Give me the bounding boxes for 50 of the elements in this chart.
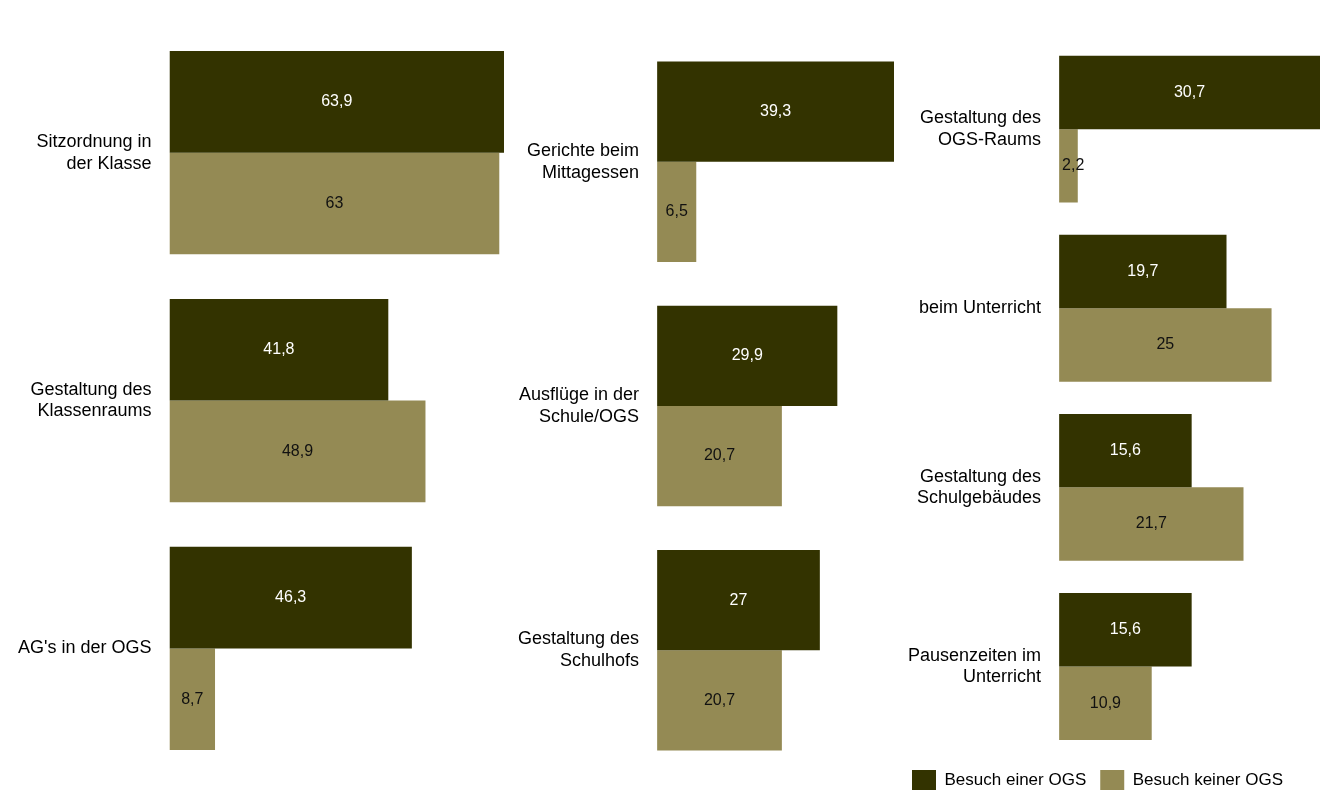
data-label: 20,7: [703, 446, 736, 464]
data-label: 48,9: [281, 441, 314, 459]
bar: [1059, 593, 1192, 667]
y-tick-label: AG's in der OGS: [18, 637, 152, 658]
data-label: 21,7: [1135, 514, 1167, 532]
y-tick-label: Gerichte beim Mittagessen: [527, 139, 640, 182]
y-tick-label: Pausenzeiten im Unterricht: [908, 644, 1042, 687]
data-label: 41,8: [263, 340, 295, 358]
bar: [169, 648, 216, 751]
data-label: 6,5: [665, 202, 688, 220]
y-tick-label: Gestaltung des Klassenraums: [30, 378, 152, 421]
bar: [1059, 413, 1192, 488]
bar: [657, 305, 838, 406]
data-label: 15,6: [1109, 620, 1142, 638]
data-label: 63: [325, 193, 344, 211]
data-label: 29,9: [731, 346, 763, 364]
y-tick-label: Gestaltung des Schulhofs: [518, 628, 640, 671]
bar: [169, 400, 426, 503]
data-label: 19,7: [1127, 261, 1159, 279]
legend-label: Besuch keiner OGS: [1132, 769, 1283, 789]
data-label: 27: [729, 590, 748, 608]
y-tick-label: Sitzordnung in der Klasse: [36, 130, 152, 173]
data-label: 20,7: [703, 690, 736, 708]
data-label: 10,9: [1089, 693, 1122, 711]
legend-label: Besuch einer OGS: [944, 769, 1087, 789]
data-label: 63,9: [321, 92, 353, 110]
bar: [1059, 55, 1320, 130]
bar: [657, 406, 782, 507]
y-tick-label: Ausflüge in der Schule/OGS: [519, 384, 640, 426]
bar: [657, 650, 782, 751]
bar: [657, 61, 894, 162]
bar: [1059, 666, 1152, 740]
bar: [657, 161, 697, 262]
bar: [1059, 487, 1244, 561]
bar: [169, 51, 504, 153]
bar: [169, 546, 412, 649]
data-label: 25: [1156, 335, 1175, 353]
data-label: 46,3: [275, 588, 307, 606]
bar: [1059, 308, 1272, 382]
data-label: 30,7: [1173, 82, 1206, 100]
data-label: 8,7: [181, 689, 204, 707]
bar: [169, 152, 500, 255]
y-tick-label: beim Unterricht: [919, 297, 1042, 318]
data-label: 15,6: [1109, 441, 1142, 459]
bar: [1059, 234, 1227, 309]
y-tick-label: Gestaltung des OGS-Raums: [920, 107, 1042, 149]
bar: [169, 298, 389, 401]
data-label: 39,3: [759, 102, 792, 120]
y-tick-label: Gestaltung des Schulgebäudes: [916, 465, 1042, 508]
bar: [657, 550, 820, 651]
